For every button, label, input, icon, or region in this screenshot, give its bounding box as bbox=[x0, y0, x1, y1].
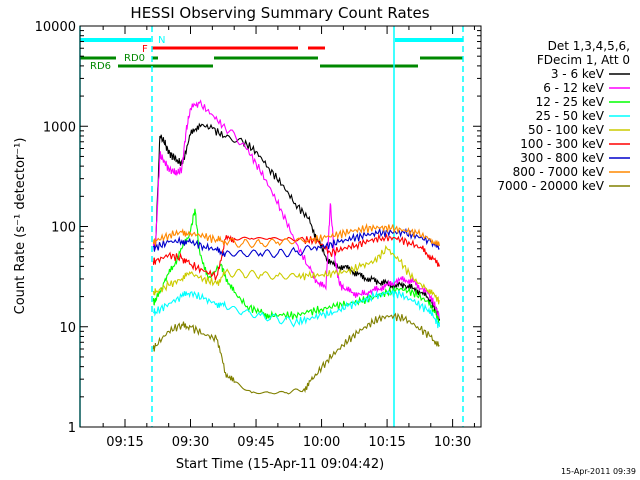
x-tick-label: 09:30 bbox=[172, 435, 209, 450]
plot-frame bbox=[79, 25, 482, 428]
footer-timestamp: 15-Apr-2011 09:39 bbox=[561, 467, 636, 476]
legend-entry-label: 50 - 100 keV bbox=[528, 123, 605, 137]
series-line-4 bbox=[152, 244, 440, 305]
legend: Det 1,3,4,5,6, FDecim 1, Att 0 3 - 6 keV… bbox=[497, 39, 630, 193]
y-axis-label: Count Rate (s⁻¹ detector⁻¹) bbox=[13, 138, 28, 315]
y-tick-label: 1000 bbox=[43, 120, 76, 135]
series-line-1 bbox=[152, 99, 441, 319]
series-line-7 bbox=[152, 222, 441, 249]
chart-title: HESSI Observing Summary Count Rates bbox=[130, 4, 429, 22]
x-tick-label: 10:00 bbox=[303, 435, 340, 450]
y-tick-label: 10 bbox=[59, 321, 76, 336]
series-line-3 bbox=[152, 289, 441, 329]
y-tick-label: 10000 bbox=[35, 20, 76, 35]
x-tick-label: 10:15 bbox=[368, 435, 405, 450]
flag-label: N bbox=[158, 35, 165, 46]
legend-entry-label: 100 - 300 keV bbox=[520, 137, 604, 151]
x-tick-label: 09:45 bbox=[237, 435, 274, 450]
series-line-0 bbox=[152, 122, 441, 321]
legend-entry-label: 3 - 6 keV bbox=[551, 67, 605, 81]
legend-header-line-2: FDecim 1, Att 0 bbox=[537, 53, 630, 67]
legend-entry-label: 12 - 25 keV bbox=[536, 95, 605, 109]
series-layer bbox=[152, 99, 441, 395]
flag-label: RD6 bbox=[90, 61, 111, 72]
y-tick-label: 1 bbox=[68, 421, 76, 436]
y-tick-label: 100 bbox=[51, 221, 76, 236]
legend-entry-label: 6 - 12 keV bbox=[543, 81, 605, 95]
x-tick-label: 10:30 bbox=[434, 435, 471, 450]
series-line-6 bbox=[152, 227, 440, 259]
series-line-8 bbox=[152, 312, 440, 395]
legend-entry-label: 300 - 800 keV bbox=[520, 151, 604, 165]
x-axis-label: Start Time (15-Apr-11 09:04:42) bbox=[176, 457, 384, 472]
flag-label: F bbox=[142, 44, 148, 55]
legend-entry-label: 7000 - 20000 keV bbox=[497, 179, 604, 193]
legend-header-line-1: Det 1,3,4,5,6, bbox=[548, 39, 630, 53]
legend-entry-label: 25 - 50 keV bbox=[536, 109, 605, 123]
legend-entry-label: 800 - 7000 keV bbox=[513, 165, 605, 179]
x-tick-label: 09:15 bbox=[106, 435, 143, 450]
flag-label: RD0 bbox=[124, 53, 145, 64]
axes-layer: 1 10 100 1000 10000 09:15 09:30 09:45 10:00 10:15… bbox=[35, 20, 482, 450]
